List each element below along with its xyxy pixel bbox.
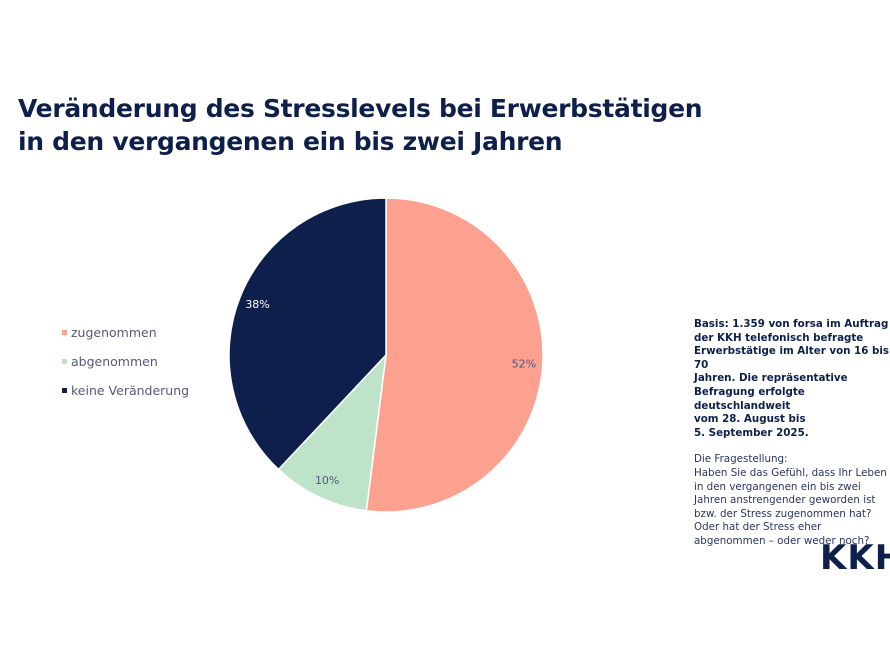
question-text: Die Fragestellung: Haben Sie das Gefühl,… [694, 453, 890, 548]
basis-line: Befragung erfolgte deutschlandweit [694, 385, 805, 412]
question-line: bzw. der Stress zugenommen hat? [694, 507, 872, 520]
question-line: in den vergangenen ein bis zwei [694, 480, 861, 493]
basis-line: vom 28. August bis [694, 413, 806, 426]
basis-line: der KKH telefonisch befragte [694, 331, 864, 344]
legend: zugenommen abgenommen keine Veränderung [62, 318, 189, 405]
legend-swatch [62, 359, 67, 364]
legend-item-zugenommen: zugenommen [62, 318, 189, 347]
methodology-note: Basis: 1.359 von forsa im Auftrag der KK… [694, 318, 890, 549]
pie-slice-2 [228, 197, 387, 471]
legend-swatch [62, 330, 67, 335]
pie-slice-1 [277, 352, 388, 512]
question-line: Haben Sie das Gefühl, dass Ihr Leben [694, 466, 887, 479]
legend-item-abgenommen: abgenommen [62, 347, 189, 376]
question-line: Jahren anstrengender geworden ist [694, 494, 876, 507]
chart-title-line: in den vergangenen ein bis zwei Jahren [18, 127, 563, 156]
legend-swatch [62, 388, 67, 393]
basis-line: 5. September 2025. [694, 426, 809, 439]
data-label: 38% [245, 298, 269, 311]
pie-slice-0 [365, 197, 544, 513]
basis-line: Jahren. Die repräsentative [694, 372, 848, 385]
chart-title: Veränderung des Stresslevels bei Erwerbs… [18, 92, 703, 158]
basis-text: Basis: 1.359 von forsa im Auftrag der KK… [694, 318, 890, 440]
legend-label: abgenommen [71, 354, 158, 369]
data-label: 52% [512, 358, 536, 371]
basis-line: Basis: 1.359 von forsa im Auftrag [694, 318, 889, 330]
data-label: 10% [315, 474, 339, 487]
question-line: Die Fragestellung: [694, 453, 788, 466]
legend-label: keine Veränderung [71, 383, 190, 398]
chart-title-line: Veränderung des Stresslevels bei Erwerbs… [18, 94, 703, 123]
kkh-logo: KKH [820, 538, 890, 578]
question-line: abgenommen – oder weder noch? [694, 534, 870, 547]
basis-line: Erwerbstätige im Alter von 16 bis 70 [694, 345, 890, 371]
legend-item-keine-veraenderung: keine Veränderung [62, 376, 189, 405]
legend-label: zugenommen [71, 325, 157, 340]
question-line: Oder hat der Stress eher [694, 521, 822, 534]
